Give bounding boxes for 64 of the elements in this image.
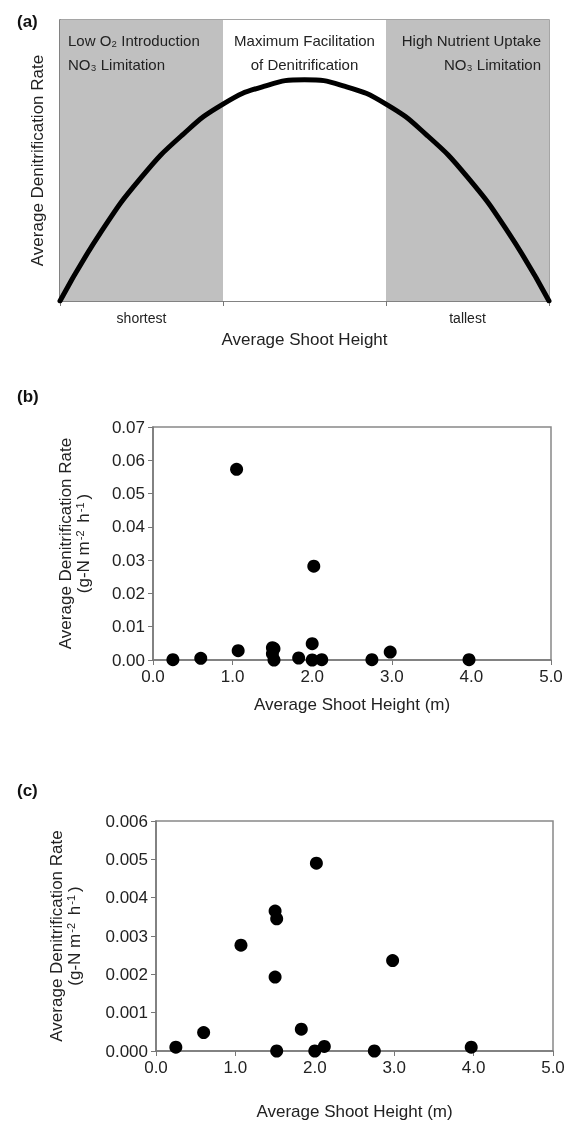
x-tick-label: 4.0 — [459, 667, 484, 686]
x-tick-label: 3.0 — [382, 1058, 407, 1077]
text: High Nutrient Uptake NO₃ Limitation — [401, 31, 541, 73]
point — [315, 653, 329, 667]
y-tick-label: 0.002 — [105, 964, 148, 984]
chart-title: (c) — [17, 781, 38, 800]
y-tick-label: 0.003 — [105, 926, 148, 946]
point — [197, 1026, 211, 1040]
point — [268, 970, 282, 984]
point — [317, 1039, 331, 1053]
x-tick-label: 2.0 — [300, 667, 325, 686]
y-tick-label: 0.05 — [111, 484, 145, 504]
y-tick-label: 0.000 — [105, 1041, 148, 1061]
x-tick-label: 1.0 — [223, 1058, 248, 1077]
point — [292, 651, 306, 665]
point — [305, 637, 319, 651]
x-tick-label: 3.0 — [379, 667, 404, 686]
point — [294, 1022, 308, 1036]
y-axis-title: Average Denitrification Rate — [28, 54, 47, 267]
text: Maximum Facilitation of Denitrification — [234, 31, 375, 73]
point — [230, 462, 244, 476]
y-tick-label: 0.005 — [105, 849, 148, 869]
point — [166, 653, 180, 667]
point — [365, 653, 379, 667]
x-tick-label: tallest — [449, 310, 486, 326]
x-tick-label: 0.0 — [141, 667, 165, 686]
x-tick-label: 4.0 — [461, 1058, 486, 1077]
point — [367, 1044, 381, 1058]
x-tick-label: 5.0 — [541, 1058, 565, 1077]
y-tick-label: 0.004 — [105, 888, 148, 908]
x-tick-label: 0.0 — [144, 1058, 168, 1077]
point — [231, 644, 245, 658]
y-tick-label: 0.001 — [105, 1003, 148, 1023]
x-axis-title: Average Shoot Height — [221, 330, 388, 349]
point — [383, 645, 397, 659]
x-tick-label: 5.0 — [539, 667, 563, 686]
x-axis-title: Average Shoot Height (m) — [253, 695, 451, 714]
point — [462, 653, 476, 667]
point — [309, 856, 323, 870]
y-tick-label: 0.04 — [111, 517, 145, 537]
point — [308, 1044, 322, 1058]
y-tick-label: 0.00 — [111, 650, 145, 670]
point — [194, 651, 208, 665]
point — [307, 559, 321, 573]
text: Low O₂ Introduction NO₃ Limitation — [68, 31, 200, 73]
x-tick-label: 2.0 — [302, 1058, 327, 1077]
chart-title: (a) — [17, 12, 38, 31]
y-tick-label: 0.03 — [111, 550, 145, 570]
y-tick-label: 0.01 — [111, 617, 145, 637]
point — [234, 938, 248, 952]
x-tick-label: 1.0 — [220, 667, 245, 686]
x-tick-label: shortest — [116, 310, 167, 326]
point — [267, 653, 281, 667]
y-tick-label: 0.006 — [105, 811, 148, 831]
point — [386, 954, 400, 968]
chart-title: (b) — [17, 387, 39, 406]
point — [169, 1040, 183, 1054]
y-tick-label: 0.06 — [111, 450, 145, 470]
x-axis-title: Average Shoot Height (m) — [256, 1102, 453, 1121]
point — [270, 912, 284, 926]
point — [270, 1044, 284, 1058]
y-tick-label: 0.07 — [111, 417, 145, 437]
y-tick-label: 0.02 — [111, 583, 145, 603]
point — [464, 1040, 478, 1054]
